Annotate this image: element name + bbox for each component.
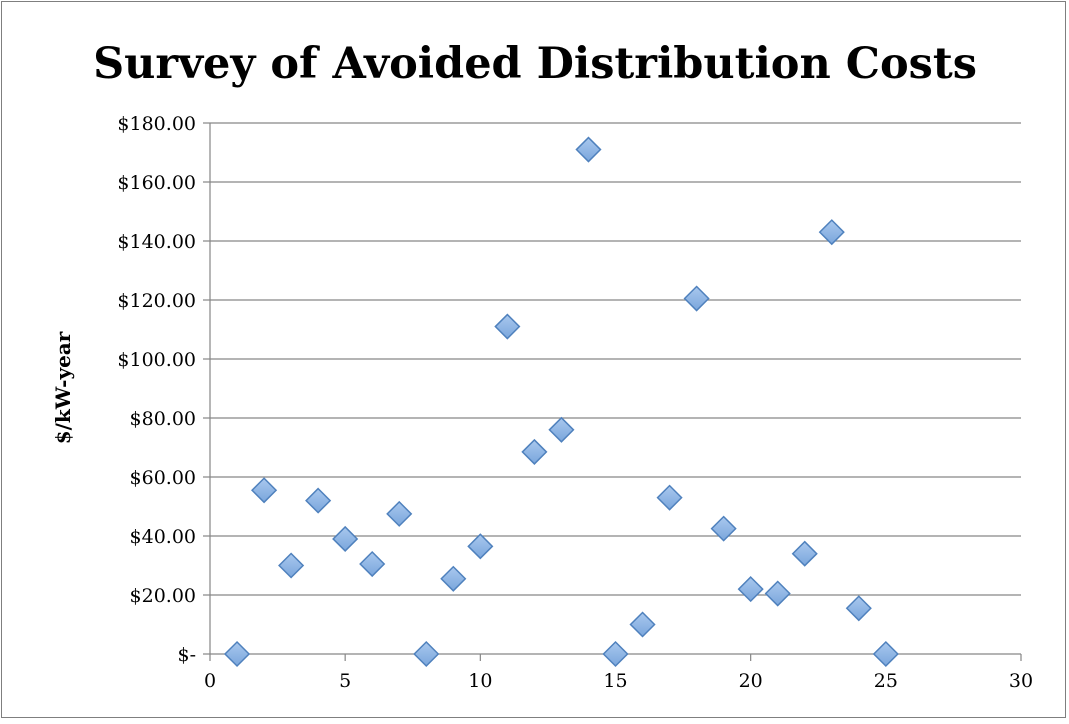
x-tick-label: 30 xyxy=(1009,670,1033,692)
y-tick-label: $100.00 xyxy=(117,349,196,371)
data-point xyxy=(494,313,521,340)
data-point xyxy=(710,515,737,542)
y-tick-label: $140.00 xyxy=(117,231,196,253)
data-point xyxy=(467,533,494,560)
data-point xyxy=(818,219,845,246)
chart-title: Survey of Avoided Distribution Costs xyxy=(93,39,977,89)
data-point xyxy=(251,477,278,504)
y-tick-label: $80.00 xyxy=(130,408,196,430)
data-point xyxy=(656,484,683,511)
data-point xyxy=(332,525,359,553)
data-point xyxy=(872,640,899,668)
y-tick-label: $40.00 xyxy=(130,526,196,548)
data-point xyxy=(305,487,332,514)
y-axis-tick-labels: $- $20.00 $40.00 $60.00 $80.00 $100.00 $120.00… xyxy=(117,113,196,666)
data-point xyxy=(278,552,305,579)
data-point xyxy=(548,416,575,443)
data-point xyxy=(791,540,818,567)
data-point xyxy=(737,576,764,603)
y-tick-label: $- xyxy=(177,644,196,666)
data-point xyxy=(629,611,656,638)
data-points xyxy=(223,136,899,668)
data-point xyxy=(413,640,440,668)
y-tick-label: $20.00 xyxy=(130,585,196,607)
data-point xyxy=(521,438,548,465)
x-axis-tick-labels: 0 5 10 15 20 25 30 xyxy=(204,670,1033,692)
x-tick-label: 20 xyxy=(739,670,763,692)
y-tick-label: $120.00 xyxy=(117,290,196,312)
x-tick-label: 15 xyxy=(603,670,627,692)
data-point xyxy=(440,565,467,592)
data-point xyxy=(575,136,602,163)
gridlines xyxy=(210,122,1021,596)
data-point xyxy=(223,640,251,668)
y-tick-label: $180.00 xyxy=(117,113,196,135)
x-tick-label: 10 xyxy=(468,670,492,692)
y-tick-label: $160.00 xyxy=(117,172,196,194)
data-point xyxy=(386,500,413,527)
axes xyxy=(203,122,1022,661)
data-point xyxy=(683,285,710,312)
data-point xyxy=(602,640,629,668)
data-point xyxy=(764,580,791,607)
y-axis-label: $/kW-year xyxy=(51,331,75,444)
x-tick-label: 5 xyxy=(339,670,351,692)
y-tick-label: $60.00 xyxy=(130,467,196,489)
data-point xyxy=(845,595,872,622)
data-point xyxy=(359,550,386,578)
x-tick-label: 25 xyxy=(874,670,898,692)
x-tick-label: 0 xyxy=(204,670,216,692)
